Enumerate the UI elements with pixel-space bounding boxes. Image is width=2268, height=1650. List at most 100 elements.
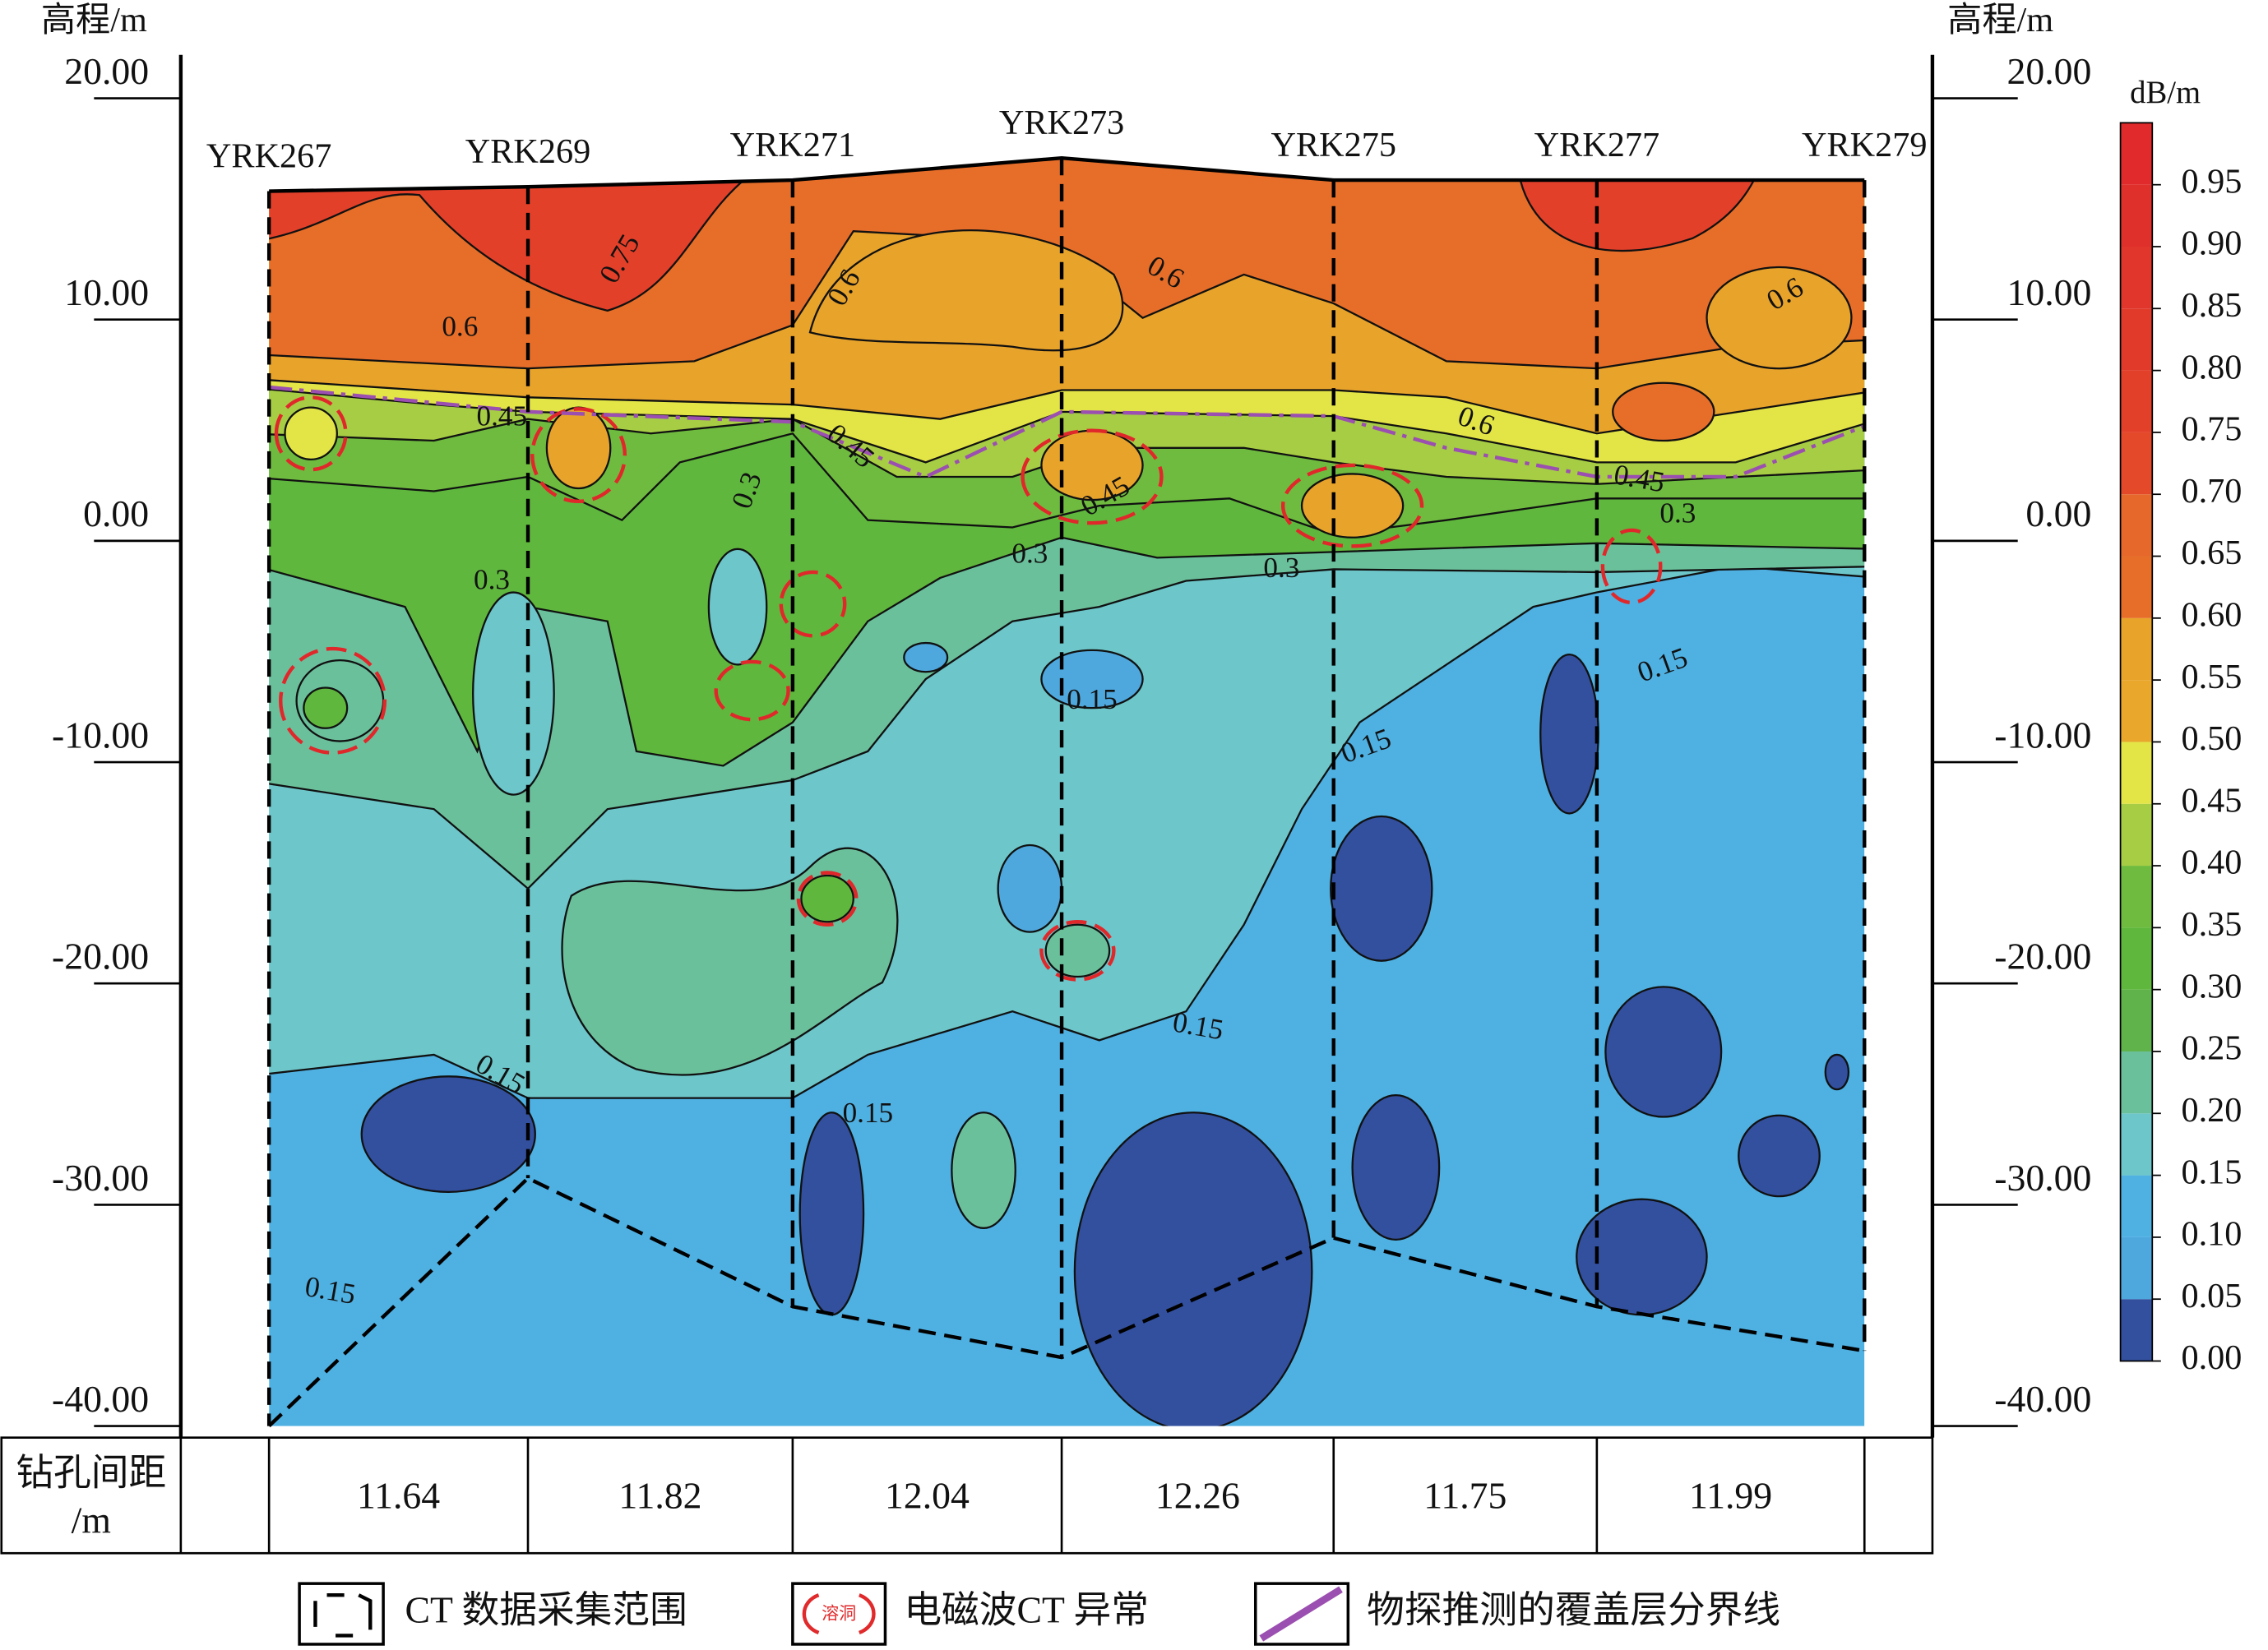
contour-label: 0.6 bbox=[442, 311, 478, 343]
colorbar-swatch bbox=[2120, 1299, 2153, 1361]
contour-band bbox=[903, 641, 949, 673]
contour-label: 0.3 bbox=[1263, 552, 1299, 584]
spacing: 11.64 bbox=[357, 1475, 440, 1517]
colorbar-label: 0.00 bbox=[2181, 1338, 2242, 1377]
colorbar-swatch bbox=[2120, 246, 2153, 309]
contour-band bbox=[269, 172, 756, 312]
anomaly bbox=[530, 407, 627, 503]
colorbar-swatch bbox=[2120, 1175, 2153, 1237]
y2-tick-label: -40.00 bbox=[1994, 1378, 2091, 1420]
contour-band bbox=[798, 1112, 865, 1316]
colorbar-swatch bbox=[2120, 432, 2153, 495]
colorbar-swatch bbox=[2120, 494, 2153, 557]
borehole-name: YRK277 bbox=[1534, 126, 1659, 164]
contour-band bbox=[1300, 473, 1405, 538]
borehole-name: YRK279 bbox=[1802, 126, 1927, 164]
legend-text: 物探推测的覆盖层分界线 bbox=[1367, 1589, 1780, 1631]
y2-axis-label: 高程/m bbox=[1947, 1, 2053, 39]
y2-tick-label: 20.00 bbox=[2007, 50, 2092, 92]
borehole-name: YRK271 bbox=[730, 126, 855, 164]
colorbar-swatch bbox=[2120, 742, 2153, 804]
contour-label: 0.45 bbox=[477, 400, 528, 432]
contour-band bbox=[303, 686, 349, 729]
colorbar-label: 0.15 bbox=[2181, 1153, 2242, 1191]
colorbar-label: 0.30 bbox=[2181, 967, 2242, 1005]
colorbar-swatch bbox=[2120, 1051, 2153, 1114]
ct-range-bottom bbox=[267, 1176, 1865, 1428]
y2-tick-label: 10.00 bbox=[2007, 271, 2092, 313]
y2-tick-label: -10.00 bbox=[1994, 714, 2091, 756]
y-tick-label: 0.00 bbox=[83, 492, 149, 534]
colorbar-swatch bbox=[2120, 370, 2153, 432]
contour-band bbox=[284, 406, 338, 461]
contour-label: 0.3 bbox=[474, 563, 510, 595]
anomaly bbox=[279, 646, 387, 755]
contour-band bbox=[951, 1112, 1016, 1229]
contour-band bbox=[1604, 986, 1723, 1118]
contour-band bbox=[1824, 1053, 1850, 1091]
borehole-name: YRK267 bbox=[206, 137, 331, 176]
spacing: 11.75 bbox=[1423, 1475, 1507, 1517]
table-header: /m bbox=[72, 1500, 111, 1541]
contour-band bbox=[808, 229, 1124, 352]
borehole-name: YRK275 bbox=[1271, 126, 1396, 164]
contour-band bbox=[360, 1075, 536, 1193]
y-tick-label: -30.00 bbox=[52, 1157, 149, 1199]
colorbar-label: 0.65 bbox=[2181, 534, 2242, 572]
colorbar-label: 0.75 bbox=[2181, 410, 2242, 449]
anomaly bbox=[1280, 463, 1424, 548]
colorbar-label: 0.55 bbox=[2181, 658, 2242, 696]
y-tick-label: 20.00 bbox=[64, 50, 149, 92]
y-tick-label: -40.00 bbox=[52, 1378, 149, 1420]
legend: CT 数据采集范围 溶洞 电磁波CT 异常 物探推测的覆盖层分界线 bbox=[298, 1582, 1780, 1646]
contour-band bbox=[1539, 653, 1599, 815]
spacing: 11.82 bbox=[618, 1475, 701, 1517]
y-axis-label: 高程/m bbox=[41, 1, 147, 39]
anomaly bbox=[796, 871, 859, 927]
contour-band bbox=[800, 874, 854, 923]
anomaly bbox=[274, 395, 348, 472]
legend-icon bbox=[313, 1593, 373, 1638]
colorbar-label: 0.90 bbox=[2181, 224, 2242, 263]
colorbar-label: 0.95 bbox=[2181, 162, 2242, 201]
colorbar-label: 0.05 bbox=[2181, 1277, 2242, 1315]
legend-text: 电磁波CT 异常 bbox=[904, 1589, 1149, 1631]
colorbar-label: 0.40 bbox=[2181, 843, 2242, 882]
contour-band bbox=[545, 406, 612, 490]
contour-band bbox=[1351, 1094, 1441, 1241]
contour-label: 0.3 bbox=[1659, 497, 1696, 529]
legend-icon-text: 溶洞 bbox=[822, 1604, 856, 1624]
colorbar-label: 0.25 bbox=[2181, 1029, 2242, 1068]
colorbar-swatch bbox=[2120, 556, 2153, 618]
spacing-table bbox=[0, 1436, 1934, 1555]
legend-icon bbox=[298, 1582, 385, 1646]
table-header: 钻孔间距 bbox=[16, 1452, 166, 1494]
colorbar-swatch bbox=[2120, 803, 2153, 867]
y-tick-label: -10.00 bbox=[52, 714, 149, 756]
colorbar-label: 0.10 bbox=[2181, 1215, 2242, 1254]
borehole-name: YRK273 bbox=[999, 104, 1124, 142]
y-tick-label: -20.00 bbox=[52, 936, 149, 978]
borehole-name: YRK269 bbox=[465, 132, 590, 171]
y2-tick-label: -30.00 bbox=[1994, 1157, 2091, 1199]
contour-band bbox=[1576, 1198, 1708, 1316]
legend-text: CT 数据采集范围 bbox=[405, 1589, 687, 1631]
colorbar-swatch bbox=[2120, 927, 2153, 990]
colorbar-swatch bbox=[2120, 680, 2153, 742]
contour-band bbox=[1706, 266, 1853, 370]
anomaly bbox=[1600, 528, 1663, 604]
legend-icon bbox=[1253, 1582, 1350, 1646]
contour-band bbox=[1330, 815, 1433, 962]
contour-band bbox=[1612, 381, 1715, 442]
contour-band bbox=[1517, 172, 1759, 252]
contour-band bbox=[472, 591, 555, 796]
colorbar-swatch bbox=[2120, 1113, 2153, 1176]
y2-tick-label: 0.00 bbox=[2025, 492, 2091, 534]
colorbar-label: 0.80 bbox=[2181, 348, 2242, 386]
legend-icon bbox=[791, 1582, 887, 1646]
colorbar-label: 0.50 bbox=[2181, 719, 2242, 758]
contour-band bbox=[997, 843, 1063, 933]
anomaly bbox=[1021, 428, 1164, 525]
spacing: 11.99 bbox=[1689, 1475, 1772, 1517]
